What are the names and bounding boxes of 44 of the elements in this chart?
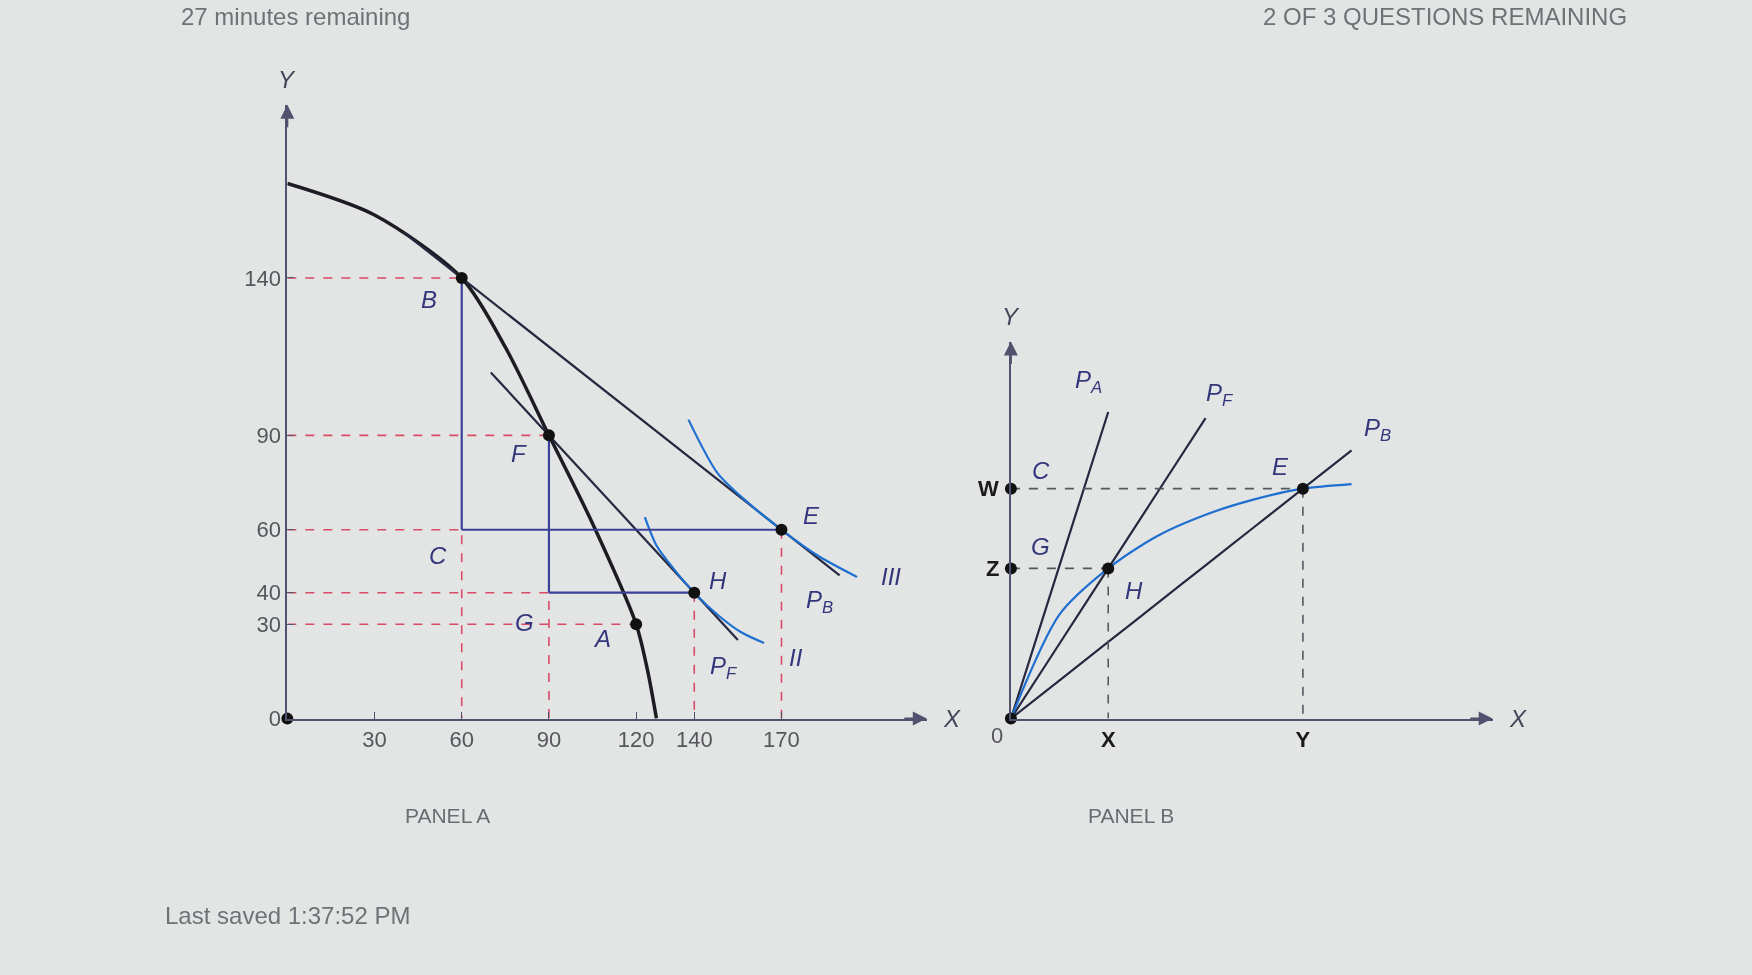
annotation: C [1032,457,1050,484]
x-tick-label: X [1100,727,1116,753]
text: P$_{F}$ [1206,379,1235,411]
x-tick-label: 140 [675,727,713,753]
x-axis-title: X [943,705,961,732]
annotation: III [881,563,902,590]
annotation: H [1125,577,1143,604]
annotation: H [709,567,727,594]
text: Z [986,556,1000,581]
annotation: E [803,502,820,529]
annotation: C [429,542,447,569]
annotation: B [421,286,438,313]
annotation: II [789,644,803,671]
x-tick-label: Y [1295,727,1311,753]
annotation: F [511,440,527,467]
y-tick-label: 0 [268,706,281,732]
annotation: G [1031,533,1050,560]
x-tick-label: 120 [617,727,655,753]
text: 2 OF 3 QUESTIONS REMAINING [1263,3,1628,30]
x-tick-label: 170 [763,727,800,753]
y-tick-label: 90 [256,423,281,449]
text: W [978,476,999,501]
annotation: P$_{B}$ [1364,414,1392,446]
x-tick-label: 60 [449,727,474,753]
annotation: G [515,609,534,636]
y-tick-label: 60 [256,517,281,543]
annotation: A [593,625,612,652]
x-axis-title: X [1509,705,1527,732]
text: 27 minutes remaining [181,3,411,30]
text: 0 [991,723,1004,748]
annotation: E [1272,453,1289,480]
y-tick-label: 40 [256,580,281,606]
x-tick-label: 30 [362,727,387,753]
annotation: P$_{B}$ [806,586,834,618]
text: PANEL A [405,804,491,827]
x-tick-label: 90 [536,727,562,753]
y-axis-title: Y [1002,303,1020,330]
text: Last saved 1:37:52 PM [165,902,411,929]
y-tick-label: 140 [244,265,281,291]
y-tick-label: 30 [256,611,281,637]
text: PANEL B [1088,804,1175,827]
annotation: P$_{F}$ [710,652,739,684]
y-axis-title: Y [278,66,296,93]
annotation: P$_{A}$ [1075,366,1103,398]
